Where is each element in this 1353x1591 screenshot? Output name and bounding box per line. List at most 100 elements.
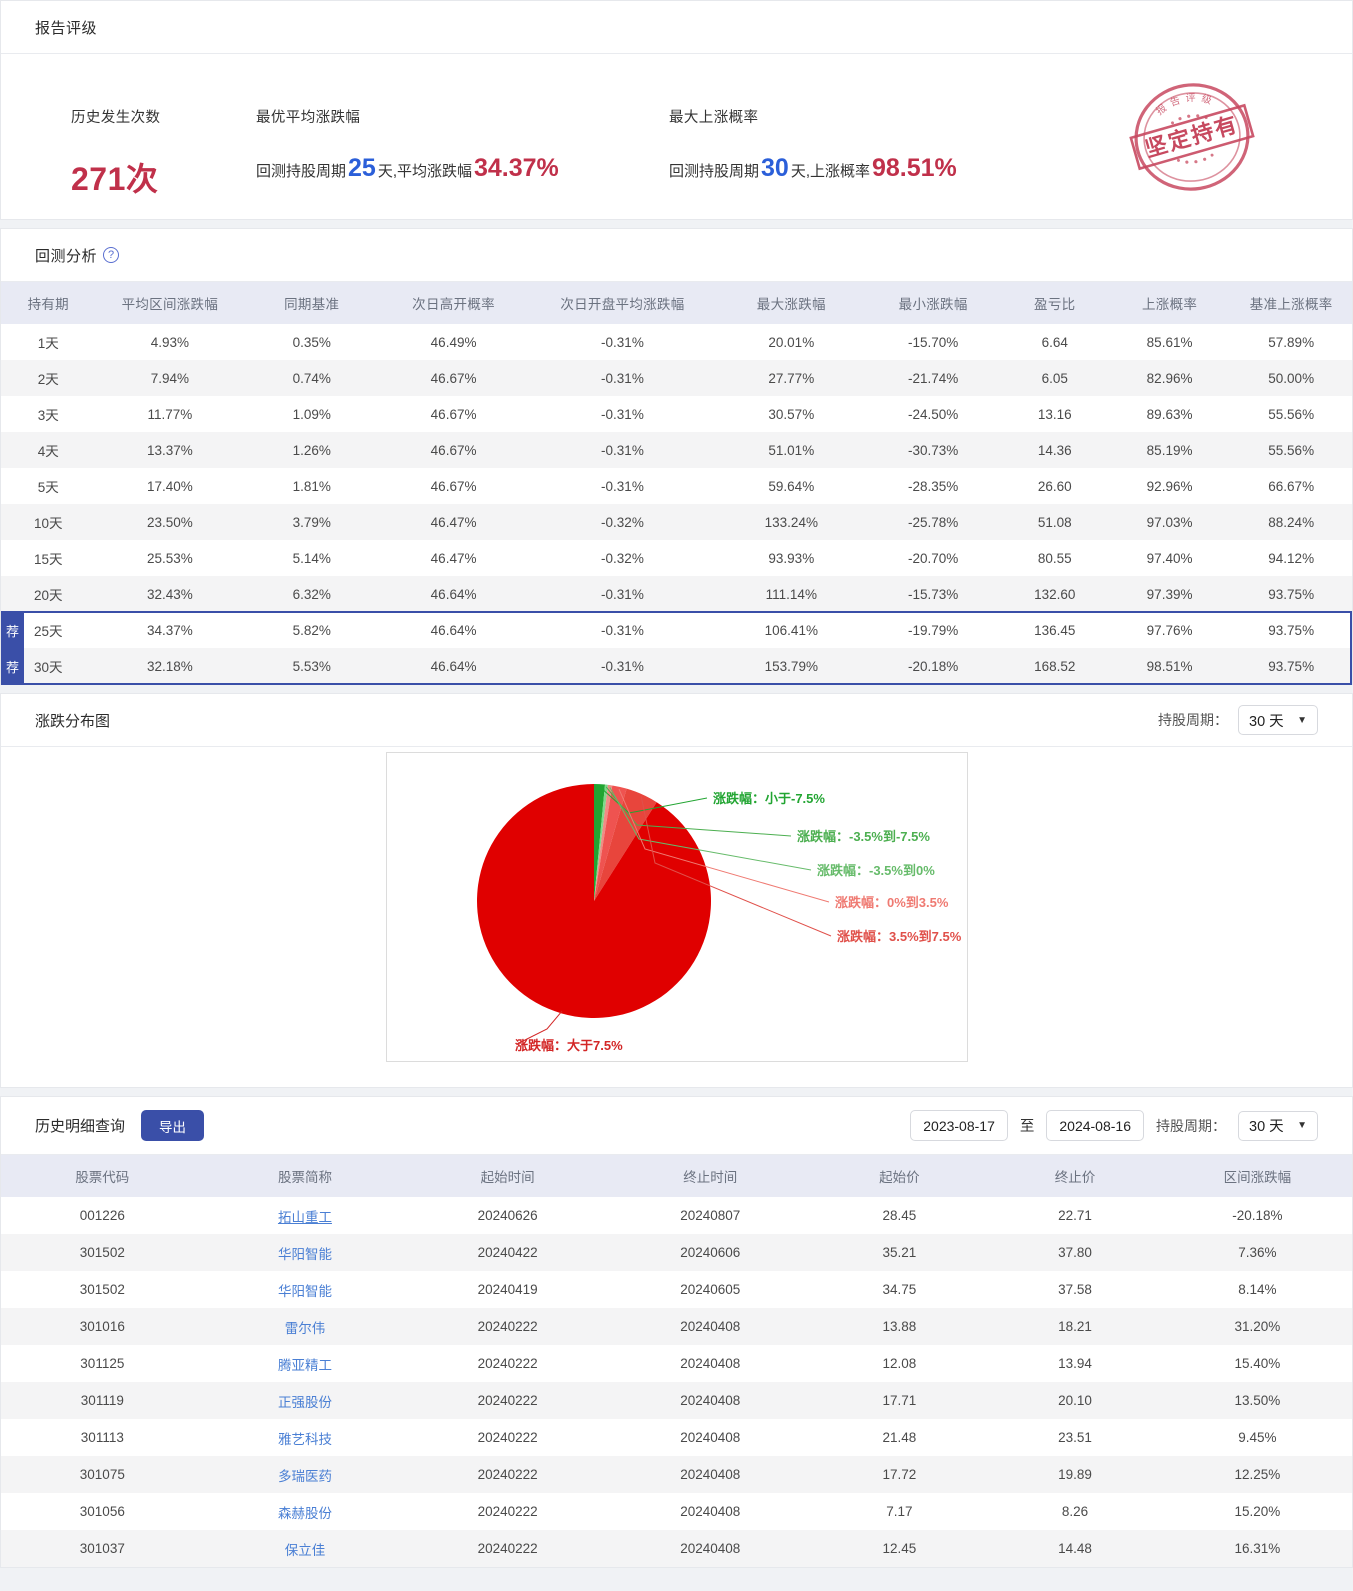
metric-value-wrap: 271次: [71, 154, 160, 200]
history-cell-end-price: 14.48: [1058, 1541, 1092, 1556]
history-cell-start-date: 20240222: [477, 1319, 538, 1334]
backtest-col-header: 次日高开概率: [379, 282, 528, 324]
backtest-cell-upprob: 85.61%: [1146, 334, 1193, 350]
history-col-header: 起始价: [811, 1155, 988, 1197]
backtest-cell-max: 27.77%: [768, 370, 815, 386]
backtest-cell-min: -19.79%: [908, 622, 959, 638]
table-row[interactable]: 25天 34.37% 5.82% 46.64% -0.31% 106.41% -19.79%…: [1, 612, 1352, 648]
history-holding-period-select[interactable]: 30 天 ▼: [1238, 1110, 1318, 1141]
history-cell-change: 12.25%: [1234, 1467, 1281, 1482]
backtest-cell-benchup: 94.12%: [1268, 550, 1315, 566]
stock-link[interactable]: 拓山重工: [277, 1209, 332, 1225]
backtest-cell-openavg: -0.31%: [601, 586, 644, 602]
backtest-cell-bench: 5.53%: [292, 658, 331, 674]
holding-period-select[interactable]: 30 天 ▼: [1238, 705, 1318, 735]
backtest-cell-benchup: 93.75%: [1268, 622, 1315, 638]
table-row[interactable]: 301502 华阳智能 20240422 20240606 35.21 37.80 7.36…: [1, 1234, 1352, 1271]
backtest-col-header: 上涨概率: [1108, 282, 1231, 324]
pie-slice[interactable]: [593, 788, 657, 901]
table-row[interactable]: 5天 17.40% 1.81% 46.67% -0.31% 59.64% -28.35% 26…: [1, 468, 1352, 504]
history-cell-end-date: 20240605: [680, 1282, 741, 1297]
history-cell-end-date: 20240807: [680, 1208, 741, 1223]
table-row[interactable]: 301125 腾亚精工 20240222 20240408 12.08 13.94 15.4…: [1, 1345, 1352, 1382]
history-cell-change: 16.31%: [1234, 1541, 1281, 1556]
backtest-table: 持有期 平均区间涨跌幅 同期基准 次日高开概率 次日开盘平均涨跌幅 最大涨跌幅 最小涨跌幅盈…: [1, 282, 1352, 684]
table-row[interactable]: 20天 32.43% 6.32% 46.64% -0.31% 111.14% -15.73%…: [1, 576, 1352, 612]
pie-slice-label: 涨跌幅：小于-7.5%: [712, 791, 825, 806]
backtest-cell-pl: 136.45: [1034, 622, 1076, 638]
backtest-cell-pl: 26.60: [1037, 478, 1072, 494]
history-col-header: 区间涨跌幅: [1162, 1155, 1352, 1197]
table-row[interactable]: 3天 11.77% 1.09% 46.67% -0.31% 30.57% -24.50% 13…: [1, 396, 1352, 432]
table-row[interactable]: 30天 32.18% 5.53% 46.64% -0.31% 153.79% -20.18%…: [1, 648, 1352, 684]
stock-link[interactable]: 雅艺科技: [277, 1431, 332, 1447]
stock-link[interactable]: 森赫股份: [277, 1505, 332, 1521]
table-row[interactable]: 301056 森赫股份 20240222 20240408 7.17 8.26 15.20%: [1, 1493, 1352, 1530]
history-cell-start-price: 21.48: [882, 1430, 917, 1445]
metric-mid: 天,上涨概率: [790, 163, 870, 180]
question-mark-icon[interactable]: ?: [103, 247, 120, 263]
distribution-title: 涨跌分布图: [35, 712, 111, 730]
stock-link[interactable]: 多瑞医药: [277, 1468, 332, 1484]
history-cell-change: 15.20%: [1234, 1504, 1281, 1519]
history-cell-code: 301125: [80, 1356, 125, 1371]
history-title: 历史明细查询: [35, 1118, 126, 1135]
pie-slice[interactable]: [593, 784, 605, 901]
history-cell-name: 华阳智能: [204, 1271, 407, 1308]
backtest-cell-max: 106.41%: [764, 622, 818, 638]
metric-pct: 34.37%: [474, 154, 559, 182]
backtest-cell-avg: 7.94%: [150, 370, 189, 386]
history-cell-start-date: 20240222: [477, 1541, 538, 1556]
pie-slice[interactable]: [593, 784, 608, 901]
table-row[interactable]: 301113 雅艺科技 20240222 20240408 21.48 23.51 9.45…: [1, 1419, 1352, 1456]
pie-labels: 涨跌幅：小于-7.5% 涨跌幅：-3.5%到-7.5% 涨跌幅：-3.5%到0% 涨跌…: [514, 791, 962, 1053]
table-row[interactable]: 2天 7.94% 0.74% 46.67% -0.31% 27.77% -21.74% 6.0…: [1, 360, 1352, 396]
table-row[interactable]: 301502 华阳智能 20240419 20240605 34.75 37.58 8.14…: [1, 1271, 1352, 1308]
stock-link[interactable]: 华阳智能: [277, 1283, 332, 1299]
table-row[interactable]: 301037 保立佳 20240222 20240408 12.45 14.48 16.31…: [1, 1530, 1352, 1567]
history-cell-end-date: 20240408: [680, 1430, 741, 1445]
backtest-cell-max: 111.14%: [765, 586, 817, 602]
history-cell-start-price: 34.75: [882, 1282, 917, 1297]
backtest-cell-avg: 13.37%: [146, 442, 193, 458]
date-from-input[interactable]: 2023-08-17: [910, 1110, 1008, 1141]
table-row[interactable]: 4天 13.37% 1.26% 46.67% -0.31% 51.01% -30.73% 14…: [1, 432, 1352, 468]
stock-link[interactable]: 华阳智能: [277, 1246, 332, 1262]
stock-link[interactable]: 正强股份: [277, 1394, 332, 1410]
table-row[interactable]: 301119 正强股份 20240222 20240408 17.71 20.10 13.5…: [1, 1382, 1352, 1419]
date-to-input[interactable]: 2024-08-16: [1046, 1110, 1144, 1141]
history-col-header: 终止价: [987, 1155, 1163, 1197]
backtest-cell-upprob: 97.39%: [1146, 586, 1193, 602]
table-row[interactable]: 301075 多瑞医药 20240222 20240408 17.72 19.89 12.2…: [1, 1456, 1352, 1493]
backtest-cell-openavg: -0.31%: [601, 370, 644, 386]
table-row[interactable]: 001226 拓山重工 20240626 20240807 28.45 22.71 -20.…: [1, 1197, 1352, 1234]
metric-value-wrap: 回测持股周期30 天,上涨概率98.51%: [669, 154, 957, 183]
table-row[interactable]: 301016 雷尔伟 20240222 20240408 13.88 18.21 31.20…: [1, 1308, 1352, 1345]
date-range-separator: 至: [1019, 1119, 1035, 1135]
stock-link[interactable]: 雷尔伟: [284, 1320, 326, 1336]
pie-leader-lines: [516, 786, 831, 1045]
table-row[interactable]: 15天 25.53% 5.14% 46.47% -0.32% 93.93% -20.70% 8…: [1, 540, 1352, 576]
history-filters: 2023-08-17 至 2024-08-16 持股周期： 30 天 ▼: [910, 1110, 1318, 1141]
backtest-cell-openavg: -0.31%: [601, 658, 644, 674]
pie-slice[interactable]: [593, 784, 612, 901]
backtest-cell-bench: 1.81%: [292, 478, 331, 494]
history-col-header: 股票简称: [203, 1155, 407, 1197]
history-cell-start-date: 20240222: [477, 1504, 538, 1519]
backtest-cell-bench: 0.74%: [292, 370, 331, 386]
export-button[interactable]: 导出: [141, 1110, 205, 1141]
backtest-cell-avg: 11.77%: [147, 406, 193, 422]
history-cell-name: 华阳智能: [204, 1234, 407, 1271]
stock-link[interactable]: 腾亚精工: [277, 1357, 332, 1373]
backtest-cell-upprob: 97.40%: [1146, 550, 1193, 566]
history-cell-start-price: 28.45: [882, 1208, 917, 1223]
backtest-cell-bench: 1.09%: [292, 406, 331, 422]
pie-slice[interactable]: [593, 785, 627, 901]
backtest-cell-avg: 32.18%: [146, 658, 193, 674]
history-cell-name: 雷尔伟: [204, 1308, 407, 1345]
pie-slice[interactable]: [476, 784, 711, 1018]
table-row[interactable]: 10天 23.50% 3.79% 46.47% -0.32% 133.24% -25.78%…: [1, 504, 1352, 540]
table-row[interactable]: 1天 4.93% 0.35% 46.49% -0.31% 20.01% -15.70% 6.6…: [1, 324, 1352, 360]
stock-link[interactable]: 保立佳: [284, 1542, 326, 1558]
backtest-col-header: 最小涨跌幅: [865, 282, 1001, 324]
